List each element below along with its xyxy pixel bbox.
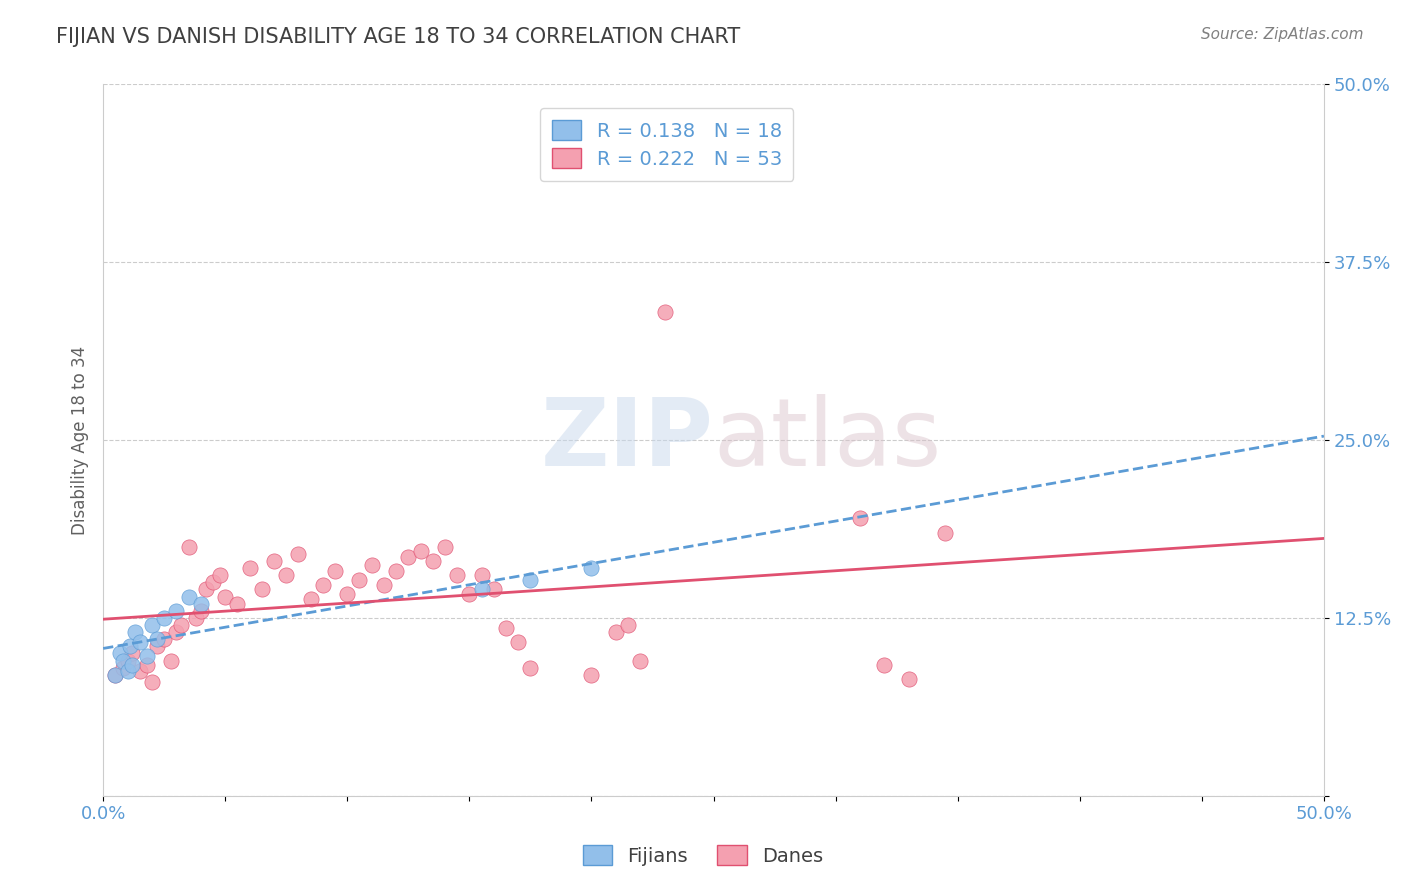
Point bbox=[128, 664, 150, 678]
Point bbox=[153, 611, 176, 625]
Point bbox=[276, 568, 298, 582]
Point bbox=[471, 582, 494, 597]
Point bbox=[110, 647, 132, 661]
Point bbox=[118, 640, 141, 654]
Point bbox=[312, 578, 335, 592]
Legend: Fijians, Danes: Fijians, Danes bbox=[575, 838, 831, 873]
Point bbox=[581, 561, 603, 575]
Point bbox=[482, 582, 505, 597]
Point bbox=[141, 675, 163, 690]
Point bbox=[446, 568, 468, 582]
Point bbox=[177, 590, 200, 604]
Point bbox=[654, 305, 676, 319]
Point bbox=[214, 590, 236, 604]
Point bbox=[519, 573, 541, 587]
Point bbox=[194, 582, 217, 597]
Point bbox=[170, 618, 193, 632]
Point bbox=[373, 578, 395, 592]
Point bbox=[433, 540, 456, 554]
Point bbox=[165, 625, 187, 640]
Text: ZIP: ZIP bbox=[541, 394, 713, 486]
Point bbox=[849, 511, 872, 525]
Point bbox=[153, 632, 176, 647]
Point bbox=[409, 544, 432, 558]
Point bbox=[128, 635, 150, 649]
Point bbox=[519, 661, 541, 675]
Y-axis label: Disability Age 18 to 34: Disability Age 18 to 34 bbox=[72, 345, 89, 534]
Point bbox=[146, 640, 169, 654]
Point bbox=[111, 654, 134, 668]
Point bbox=[605, 625, 627, 640]
Point bbox=[136, 657, 159, 672]
Point bbox=[250, 582, 273, 597]
Point bbox=[422, 554, 444, 568]
Point bbox=[117, 664, 139, 678]
Point bbox=[263, 554, 285, 568]
Point bbox=[628, 654, 651, 668]
Point bbox=[141, 618, 163, 632]
Point bbox=[190, 597, 212, 611]
Point bbox=[299, 592, 322, 607]
Point bbox=[897, 672, 920, 686]
Point bbox=[873, 657, 896, 672]
Point bbox=[349, 573, 371, 587]
Point bbox=[160, 654, 183, 668]
Point bbox=[104, 668, 127, 682]
Point bbox=[934, 525, 956, 540]
Legend: R = 0.138   N = 18, R = 0.222   N = 53: R = 0.138 N = 18, R = 0.222 N = 53 bbox=[540, 109, 793, 180]
Point bbox=[121, 647, 143, 661]
Point bbox=[385, 564, 408, 578]
Point bbox=[360, 558, 382, 573]
Point bbox=[121, 657, 143, 672]
Point bbox=[136, 649, 159, 664]
Point bbox=[177, 540, 200, 554]
Point bbox=[146, 632, 169, 647]
Point bbox=[184, 611, 207, 625]
Point bbox=[323, 564, 346, 578]
Text: atlas: atlas bbox=[713, 394, 942, 486]
Point bbox=[287, 547, 309, 561]
Point bbox=[581, 668, 603, 682]
Text: FIJIAN VS DANISH DISABILITY AGE 18 TO 34 CORRELATION CHART: FIJIAN VS DANISH DISABILITY AGE 18 TO 34… bbox=[56, 27, 741, 46]
Point bbox=[124, 625, 146, 640]
Point bbox=[111, 661, 134, 675]
Point bbox=[104, 668, 127, 682]
Point bbox=[471, 568, 494, 582]
Point bbox=[201, 575, 224, 590]
Point bbox=[239, 561, 262, 575]
Point bbox=[396, 549, 419, 564]
Point bbox=[209, 568, 232, 582]
Point bbox=[226, 597, 249, 611]
Point bbox=[458, 587, 481, 601]
Text: Source: ZipAtlas.com: Source: ZipAtlas.com bbox=[1201, 27, 1364, 42]
Point bbox=[508, 635, 530, 649]
Point bbox=[190, 604, 212, 618]
Point bbox=[336, 587, 359, 601]
Point bbox=[117, 654, 139, 668]
Point bbox=[617, 618, 640, 632]
Point bbox=[495, 621, 517, 635]
Point bbox=[165, 604, 187, 618]
